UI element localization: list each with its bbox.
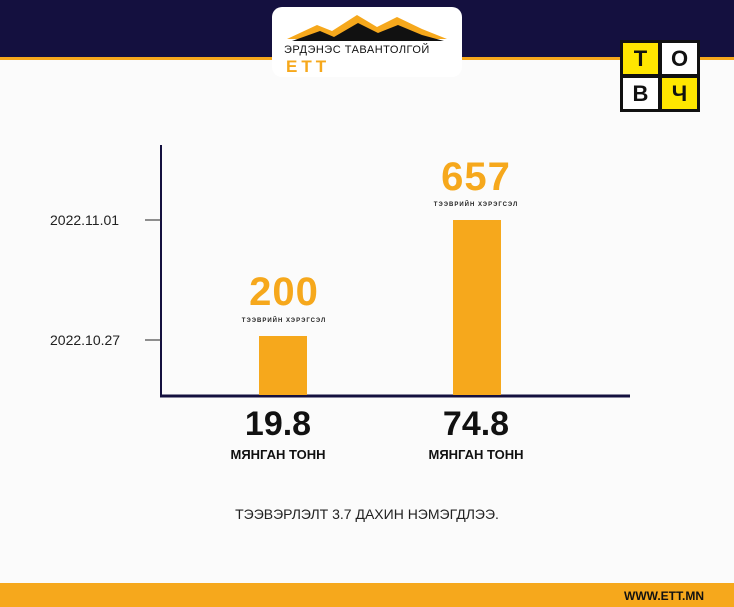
data-sublabel: ТЭЭВРИЙН ХЭРЭГСЭЛ xyxy=(433,202,519,208)
y-tick-label: 2022.10.27 xyxy=(50,332,121,348)
data-label: 200 xyxy=(249,270,319,314)
data-label: 657 xyxy=(441,155,511,199)
badge-letter: О xyxy=(662,43,697,74)
website-link[interactable]: WWW.ETT.MN xyxy=(624,589,704,603)
ett-logo: ЭРДЭНЭС ТАВАНТОЛГОЙ ETT xyxy=(272,7,462,77)
logo-text: ЭРДЭНЭС ТАВАНТОЛГОЙ xyxy=(284,44,430,56)
tonnage-value: 74.8 xyxy=(442,405,510,443)
bar-2022.10.27 xyxy=(259,336,307,395)
logo-abbr: ETT xyxy=(286,57,331,76)
bar-2022.11.01 xyxy=(453,220,501,395)
tobch-badge: Т О В Ч xyxy=(620,40,700,112)
data-sublabel: ТЭЭВРИЙН ХЭРЭГСЭЛ xyxy=(241,318,327,324)
y-tick-label: 2022.11.01 xyxy=(50,212,120,228)
badge-letter: Ч xyxy=(662,78,697,109)
tonnage-value: 19.8 xyxy=(244,405,312,443)
badge-letter: Т xyxy=(623,43,658,74)
tonnage-unit: МЯНГАН ТОНН xyxy=(428,447,524,462)
bottom-bar xyxy=(0,583,734,607)
mountain-icon xyxy=(287,15,447,41)
badge-letter: В xyxy=(623,78,658,109)
tonnage-unit: МЯНГАН ТОНН xyxy=(230,447,326,462)
summary-note: ТЭЭВЭРЛЭЛТ 3.7 ДАХИН НЭМЭГДЛЭЭ. xyxy=(235,506,499,522)
